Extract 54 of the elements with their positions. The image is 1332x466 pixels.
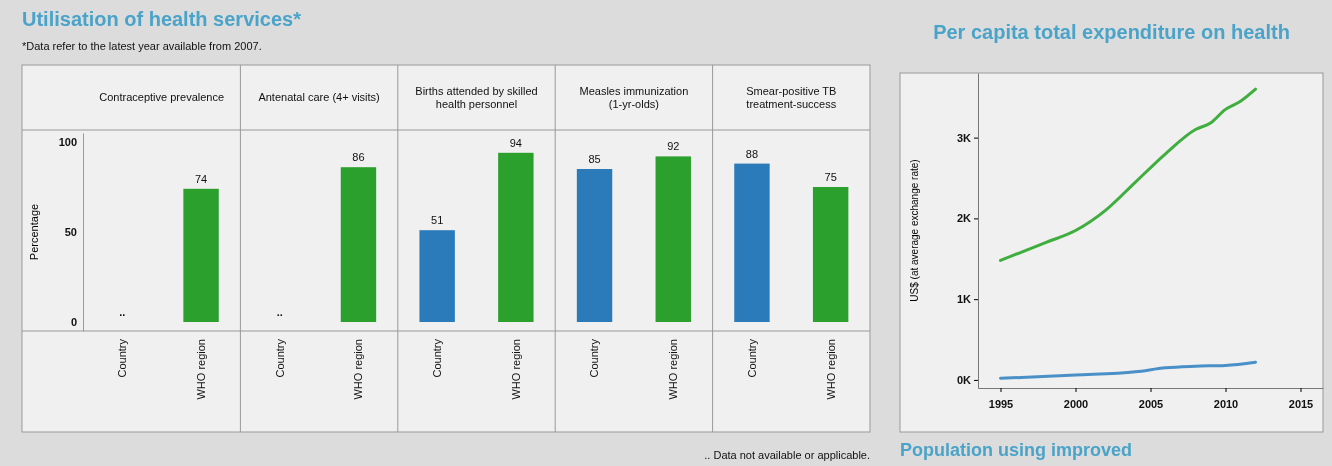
x-tick-label: Smear-positive TB treatment-success [746, 84, 837, 110]
chart-title: Per capita total expenditure on health [933, 21, 1290, 43]
bar [340, 167, 377, 322]
text: .. Data not available or applicable. [704, 449, 870, 461]
data-label: 88 [745, 147, 759, 160]
y-tick-label: 50 [64, 226, 77, 239]
y-axis-title: US$ (at average exchange rate) [909, 159, 920, 302]
bar [183, 188, 219, 322]
text: WHO region [667, 339, 680, 400]
x-tick-label: Antenatal care (4+ visits) [258, 91, 380, 104]
bar [655, 156, 691, 322]
text: Country [588, 339, 601, 378]
x-tick-label: 2010 [1213, 398, 1239, 411]
x-tick-label: 2000 [1063, 398, 1089, 411]
line-series [999, 360, 1257, 380]
y-axis-title: Percentage [28, 203, 40, 261]
text: .. [276, 306, 283, 318]
bar [419, 230, 455, 322]
text: Population using improved [900, 440, 1133, 460]
text: .. [119, 306, 126, 318]
data-label: 92 [667, 140, 680, 153]
x-tick-label: Measles immunization (1-yr-olds) [579, 84, 689, 110]
y-tick-label: 0 [70, 316, 77, 329]
bar [498, 152, 534, 322]
x-tick-label: 1995 [988, 398, 1014, 411]
data-label: 85 [588, 153, 601, 165]
data-label: 94 [509, 136, 522, 149]
y-tick-label: 2K [956, 212, 972, 225]
x-tick-label: Contraceptive prevalence [99, 91, 225, 104]
text: WHO region [509, 339, 522, 400]
data-label: 86 [352, 151, 365, 164]
x-tick-label: 2015 [1288, 398, 1314, 411]
y-tick-label: 0K [956, 373, 972, 386]
bar [812, 187, 849, 322]
bar [576, 169, 613, 322]
chart-subtitle: *Data refer to the latest year available from 2007. [22, 40, 262, 52]
chart-title: Utilisation of health services* [22, 8, 302, 30]
text: Country [745, 339, 758, 378]
data-label: 74 [194, 172, 208, 185]
text: WHO region [352, 339, 365, 400]
data-label: 75 [824, 171, 837, 183]
x-tick-label: 2005 [1138, 398, 1164, 411]
text: WHO region [824, 339, 837, 400]
bar [734, 163, 770, 322]
y-tick-label: 3K [956, 131, 972, 144]
line-series [999, 87, 1257, 262]
y-tick-label: 100 [58, 136, 77, 149]
text: WHO region [194, 339, 207, 400]
text: Country [116, 339, 129, 378]
x-tick-label: Births attended by skilled health personnel [415, 84, 538, 110]
data-label: 51 [431, 214, 444, 227]
y-tick-label: 1K [956, 293, 972, 306]
text: Country [273, 339, 286, 378]
text: Country [431, 338, 443, 378]
